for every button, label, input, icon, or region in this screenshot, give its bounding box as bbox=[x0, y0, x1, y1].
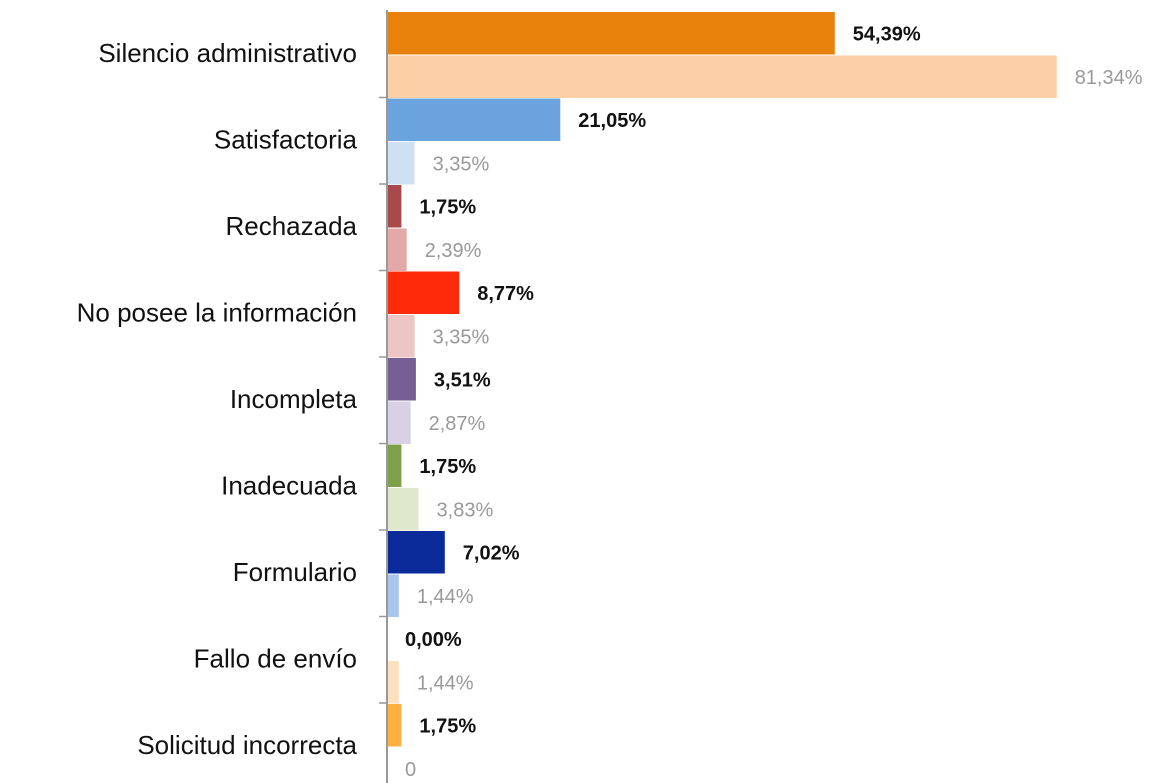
bar bbox=[387, 531, 445, 574]
category-label: No posee la información bbox=[77, 298, 357, 328]
category-label: Satisfactoria bbox=[214, 125, 358, 155]
value-label: 2,39% bbox=[425, 240, 482, 262]
value-label: 1,75% bbox=[419, 456, 476, 478]
value-label: 0 bbox=[405, 759, 416, 781]
value-label: 21,05% bbox=[578, 110, 646, 132]
value-label: 2,87% bbox=[429, 413, 486, 435]
bar bbox=[387, 401, 411, 444]
category-label: Fallo de envío bbox=[194, 644, 357, 674]
value-label: 1,44% bbox=[417, 673, 474, 695]
value-label: 1,75% bbox=[419, 716, 476, 738]
bar bbox=[387, 488, 419, 531]
bar bbox=[387, 704, 402, 747]
value-label: 0,00% bbox=[405, 629, 462, 651]
category-label: Rechazada bbox=[225, 211, 357, 241]
category-label: Incompleta bbox=[230, 384, 358, 414]
category-label: Formulario bbox=[233, 557, 357, 587]
value-label: 7,02% bbox=[463, 543, 520, 565]
value-label: 3,35% bbox=[433, 154, 490, 176]
value-label: 1,44% bbox=[417, 586, 474, 608]
value-label: 54,39% bbox=[853, 24, 921, 46]
value-label: 1,75% bbox=[419, 197, 476, 219]
value-label: 3,35% bbox=[433, 327, 490, 349]
category-label: Solicitud incorrecta bbox=[137, 730, 357, 760]
bar bbox=[387, 315, 415, 358]
bar bbox=[387, 55, 1057, 98]
bar bbox=[387, 185, 402, 228]
bar bbox=[387, 271, 460, 314]
category-label: Inadecuada bbox=[221, 471, 357, 501]
bar bbox=[387, 142, 415, 185]
category-label: Silencio administrativo bbox=[98, 38, 357, 68]
bar bbox=[387, 444, 402, 487]
bar bbox=[387, 358, 416, 401]
bar bbox=[387, 98, 561, 141]
value-label: 3,83% bbox=[437, 500, 494, 522]
bar bbox=[387, 228, 407, 271]
value-label: 3,51% bbox=[434, 370, 491, 392]
value-label: 81,34% bbox=[1075, 67, 1143, 89]
value-label: 8,77% bbox=[477, 283, 534, 305]
bar bbox=[387, 661, 399, 704]
bar bbox=[387, 12, 835, 55]
bar bbox=[387, 574, 399, 617]
